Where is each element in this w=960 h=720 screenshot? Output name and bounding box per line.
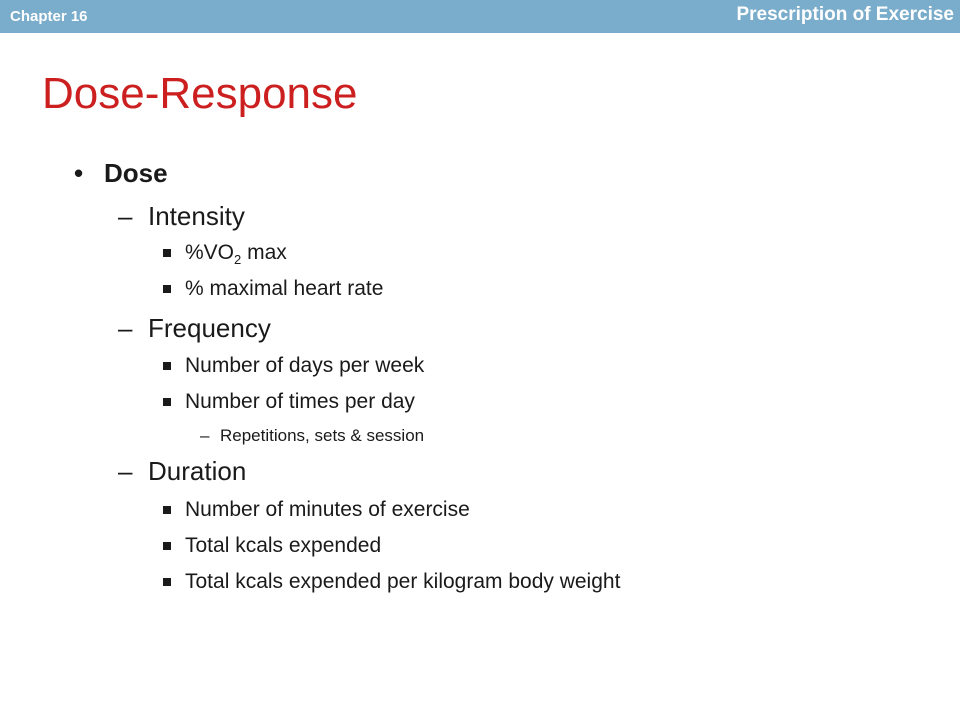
bullet-label: Number of minutes of exercise	[185, 498, 470, 521]
bullet-label: Total kcals expended per kilogram body w…	[185, 570, 621, 593]
square-bullet-icon	[163, 578, 171, 586]
square-bullet-icon	[163, 542, 171, 550]
bullet-label: Duration	[148, 456, 247, 486]
bullet-label: Dose	[104, 158, 168, 188]
chapter-label: Chapter 16	[10, 8, 88, 25]
dash-icon: –	[200, 426, 210, 445]
course-title: Prescription of Exercise	[736, 4, 954, 25]
slide-title: Dose-Response	[42, 69, 358, 118]
bullet-label: Number of times per day	[185, 390, 415, 413]
vo2-subscript: 2	[234, 252, 242, 268]
bullet-label: Repetitions, sets & session	[220, 426, 425, 445]
square-bullet-icon	[163, 249, 171, 257]
bullet-dot-icon: •	[74, 158, 84, 188]
vo2-prefix: %VO	[185, 241, 235, 264]
square-bullet-icon	[163, 506, 171, 514]
dash-icon: –	[118, 456, 133, 486]
bullet-label: %VO2 max	[185, 241, 287, 267]
bullet-label: Frequency	[148, 313, 271, 343]
bullet-label: Total kcals expended	[185, 534, 382, 557]
square-bullet-icon	[163, 362, 171, 370]
bullet-label: Intensity	[148, 201, 245, 231]
dash-icon: –	[118, 313, 133, 343]
bullet-label: Number of days per week	[185, 354, 425, 377]
header-bar: Chapter 16 Prescription of Exercise	[0, 0, 960, 33]
square-bullet-icon	[163, 285, 171, 293]
square-bullet-icon	[163, 398, 171, 406]
vo2-suffix: max	[241, 241, 287, 264]
dash-icon: –	[118, 201, 133, 231]
bullet-label: % maximal heart rate	[185, 277, 384, 300]
